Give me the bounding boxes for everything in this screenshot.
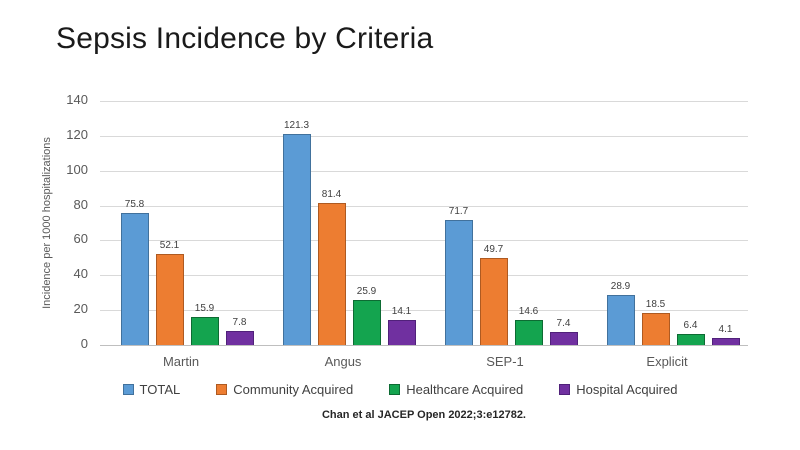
legend-swatch-icon — [122, 384, 134, 395]
chart-legend: TOTAL Community Acquired Healthcare Acquir… — [0, 382, 800, 397]
bar-healthcare-acquired-explicit — [676, 334, 705, 345]
gridline — [100, 170, 748, 172]
slide-title: Sepsis Incidence by Criteria — [56, 22, 434, 55]
legend-item-healthcare-acquired: Healthcare Acquired — [389, 382, 523, 397]
bar-community-acquired-sep-1 — [479, 258, 508, 345]
bar-hospital-acquired-sep-1 — [549, 332, 578, 345]
y-tick-label: 0 — [80, 336, 88, 351]
bar-hospital-acquired-angus — [387, 320, 416, 345]
x-category-label-angus: Angus — [324, 354, 362, 369]
x-axis-line — [100, 345, 748, 346]
plot-area: 75.8 52.1 15.9 7.8 121.3 81.4 25.9 14.1 71.7 49.7… — [100, 101, 748, 346]
value-label: 75.8 — [124, 199, 145, 210]
bar-total-martin — [120, 213, 149, 345]
legend-item-hospital-acquired: Hospital Acquired — [559, 382, 677, 397]
value-label: 6.4 — [683, 320, 698, 331]
value-label: 7.8 — [232, 317, 247, 328]
legend-item-community-acquired: Community Acquired — [216, 382, 353, 397]
bar-community-acquired-angus — [317, 203, 346, 345]
gridline — [100, 135, 748, 137]
value-label: 121.3 — [283, 120, 310, 131]
value-label: 71.7 — [448, 206, 469, 217]
value-label: 18.5 — [645, 299, 666, 310]
citation-text: Chan et al JACEP Open 2022;3:e12782. — [321, 409, 526, 421]
x-category-label-sep-1: SEP-1 — [486, 354, 524, 369]
legend-label: TOTAL — [139, 382, 181, 397]
value-label: 15.9 — [194, 303, 215, 314]
value-label: 52.1 — [159, 240, 180, 251]
legend-label: Hospital Acquired — [576, 382, 678, 397]
y-tick-label: 80 — [73, 196, 88, 212]
y-tick-label: 20 — [73, 301, 88, 317]
legend-swatch-icon — [389, 384, 401, 395]
bar-community-acquired-explicit — [641, 313, 670, 345]
bar-total-angus — [282, 134, 311, 345]
gridline — [100, 101, 748, 102]
value-label: 49.7 — [483, 244, 504, 255]
bar-healthcare-acquired-sep-1 — [514, 320, 543, 345]
value-label: 4.1 — [718, 324, 733, 335]
legend-label: Community Acquired — [233, 382, 354, 397]
legend-label: Healthcare Acquired — [406, 382, 524, 397]
legend-item-total: TOTAL — [122, 382, 181, 397]
bar-community-acquired-martin — [155, 254, 184, 345]
gridline — [100, 275, 748, 277]
gridline — [100, 240, 748, 242]
gridline — [100, 205, 748, 207]
y-tick-label: 100 — [66, 161, 88, 177]
value-label: 28.9 — [610, 281, 631, 292]
y-tick-label: 40 — [73, 266, 88, 282]
legend-swatch-icon — [559, 384, 571, 395]
value-label: 81.4 — [321, 189, 342, 200]
x-category-label-martin: Martin — [162, 354, 200, 369]
x-category-label-explicit: Explicit — [646, 354, 688, 369]
bar-hospital-acquired-explicit — [711, 338, 740, 345]
gridline — [100, 310, 748, 312]
y-tick-label: 120 — [66, 126, 88, 142]
value-label: 14.6 — [518, 306, 539, 317]
value-label: 14.1 — [391, 306, 412, 317]
y-tick-label: 60 — [73, 231, 88, 247]
bar-healthcare-acquired-martin — [190, 317, 219, 345]
bar-total-explicit — [606, 295, 635, 345]
bar-total-sep-1 — [444, 220, 473, 345]
legend-swatch-icon — [216, 384, 228, 395]
value-label: 7.4 — [556, 318, 571, 329]
y-tick-label: 140 — [66, 92, 88, 107]
bar-healthcare-acquired-angus — [352, 300, 381, 345]
value-label: 25.9 — [356, 286, 377, 297]
bar-hospital-acquired-martin — [225, 331, 254, 345]
